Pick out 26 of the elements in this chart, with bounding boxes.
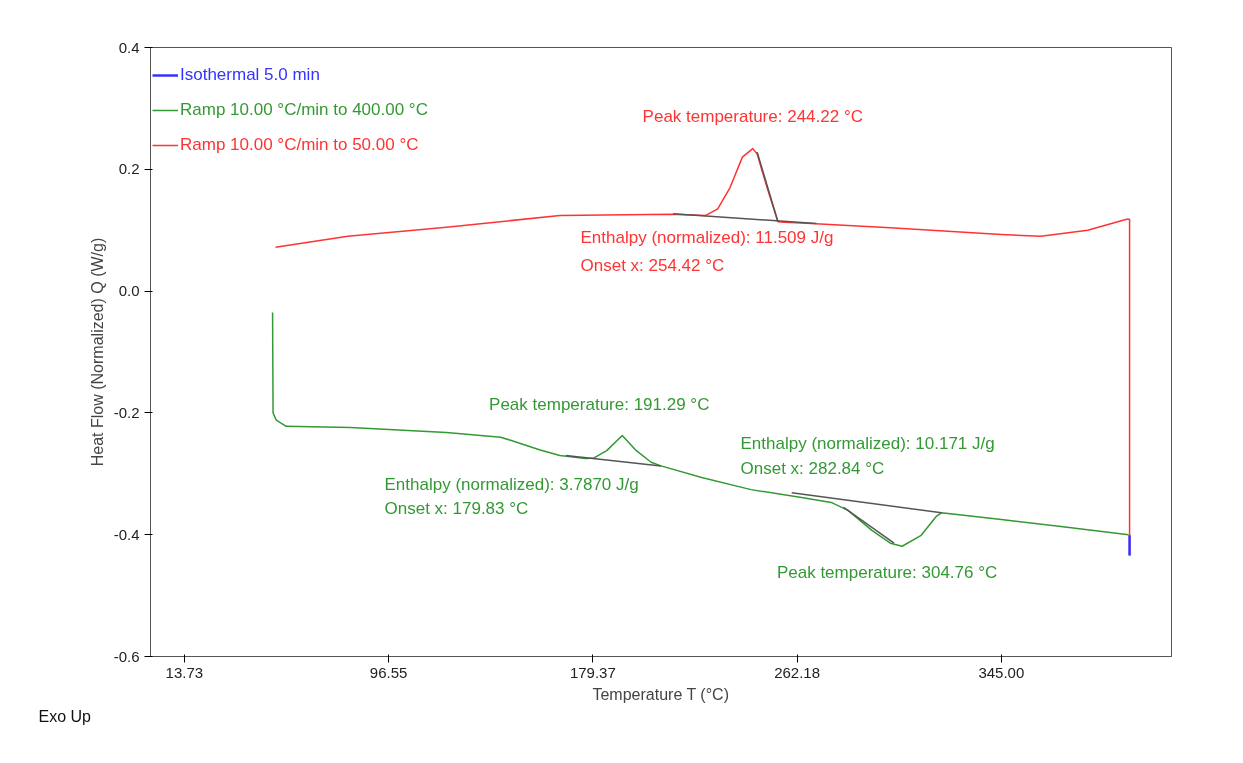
x-tick-label: 179.37 bbox=[569, 663, 616, 681]
annotation: Enthalpy (normalized): 11.509 J/g bbox=[580, 228, 834, 247]
annotation: Onset x: 282.84 °C bbox=[740, 459, 885, 478]
y-tick-label: 0.2 bbox=[118, 160, 140, 178]
annotation: Onset x: 254.42 °C bbox=[580, 256, 725, 275]
y-axis-title: Heat Flow (Normalized) Q (W/g) bbox=[88, 237, 106, 467]
annotation: Peak temperature: 244.22 °C bbox=[642, 107, 863, 127]
annotation: Onset x: 179.83 °C bbox=[384, 499, 529, 518]
y-tick-label: -0.4 bbox=[113, 525, 140, 543]
annotation: Enthalpy (normalized): 3.7870 J/g bbox=[384, 475, 639, 494]
text: Exo Up bbox=[38, 707, 92, 725]
x-tick-label: 262.18 bbox=[774, 663, 821, 681]
y-tick-label: -0.6 bbox=[113, 647, 140, 665]
y-tick-label: -0.2 bbox=[113, 403, 140, 421]
x-tick-label: 345.00 bbox=[978, 663, 1025, 681]
legend-label: Ramp 10.00 °C/min to 50.00 °C bbox=[180, 135, 419, 155]
x-axis-title: Temperature T (°C) bbox=[592, 685, 729, 703]
annotation: Peak temperature: 191.29 °C bbox=[489, 394, 710, 414]
annotation: Peak temperature: 304.76 °C bbox=[776, 562, 998, 582]
legend-label: Isothermal 5.0 min bbox=[180, 65, 320, 85]
y-tick-label: 0.0 bbox=[118, 282, 140, 300]
x-tick-label: 13.73 bbox=[165, 663, 204, 681]
y-tick-label: 0.4 bbox=[118, 38, 140, 56]
legend-label: Ramp 10.00 °C/min to 400.00 °C bbox=[180, 100, 428, 120]
x-tick-label: 96.55 bbox=[369, 663, 408, 681]
annotation: Enthalpy (normalized): 10.171 J/g bbox=[740, 434, 995, 453]
